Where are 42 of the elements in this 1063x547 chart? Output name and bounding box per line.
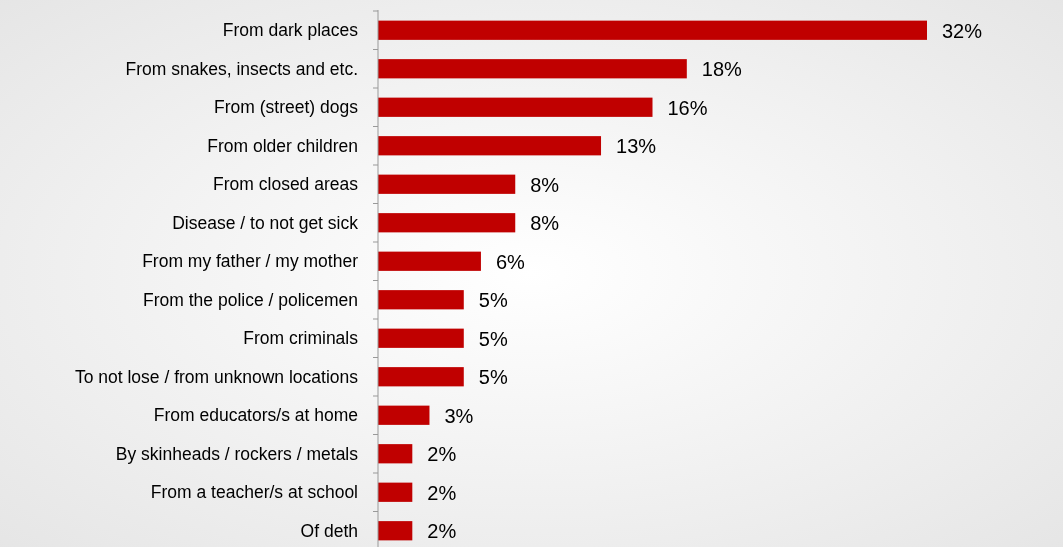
data-label: 2%	[427, 443, 457, 466]
bar	[378, 328, 464, 348]
y-tick-label: From snakes, insects and etc.	[125, 58, 358, 79]
bar	[378, 290, 464, 310]
bar	[378, 367, 464, 387]
y-tick-label: From dark places	[222, 20, 359, 41]
y-tick-label: From my father / my mother	[142, 251, 359, 272]
bar	[378, 251, 481, 271]
bar	[378, 174, 516, 194]
data-label: 5%	[478, 289, 508, 312]
data-label: 8%	[530, 173, 560, 196]
bar	[378, 97, 653, 117]
data-label: 16%	[667, 96, 708, 119]
y-tick-label: By skinheads / rockers / metals	[115, 443, 359, 464]
y-tick-label: From a teacher/s at school	[150, 482, 358, 503]
bar	[378, 482, 413, 502]
data-label: 8%	[530, 212, 560, 235]
y-tick-label: From the police / policemen	[143, 289, 358, 310]
bar	[378, 405, 430, 425]
bar	[378, 521, 413, 541]
data-label: 3%	[444, 404, 474, 427]
bar	[378, 59, 687, 79]
y-tick-label: From criminals	[243, 328, 359, 349]
y-tick-label: From educators/s at home	[153, 405, 358, 426]
data-label: 6%	[495, 250, 526, 273]
y-tick-label: From closed areas	[213, 174, 359, 195]
bar	[378, 136, 602, 156]
y-tick-label: From (street) dogs	[214, 97, 359, 118]
data-label: 18%	[701, 58, 743, 81]
y-tick-label: To not lose / from unknown locations	[74, 366, 359, 387]
bar	[378, 20, 927, 40]
bar	[378, 444, 413, 464]
data-label: 2%	[427, 520, 457, 543]
data-label: 13%	[616, 135, 657, 158]
data-label: 5%	[478, 327, 508, 350]
y-tick-label: From older children	[207, 135, 358, 156]
y-tick-label: Of deth	[300, 520, 358, 541]
data-label: 2%	[427, 481, 457, 504]
data-label: 32%	[942, 19, 983, 42]
y-tick-label: Disease / to not get sick	[172, 212, 359, 233]
data-label: 5%	[478, 366, 508, 389]
bar	[378, 213, 516, 233]
